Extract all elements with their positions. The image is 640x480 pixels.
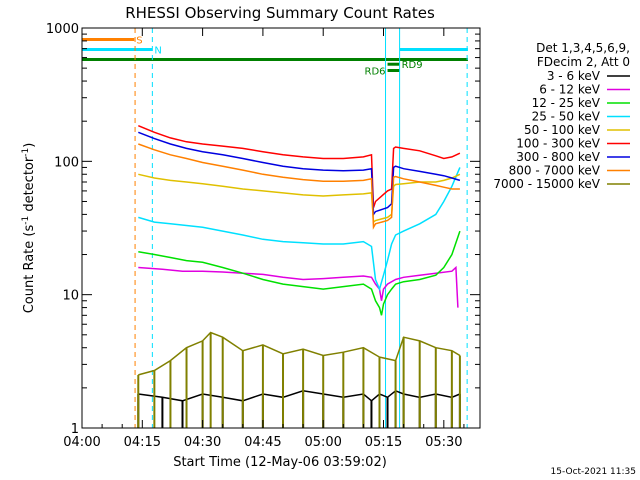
- legend-header-line2: FDecim 2, Att 0: [537, 55, 630, 69]
- legend-label-3: 25 - 50 keV: [532, 110, 601, 124]
- series-line-3: [138, 167, 461, 292]
- legend-label-2: 12 - 25 keV: [532, 96, 601, 110]
- y-axis-label-main: Count Rate (s: [22, 225, 37, 314]
- series-line-5: [138, 125, 461, 208]
- series-group: [137, 125, 461, 428]
- x-tick-label-6: 05:30: [425, 435, 462, 450]
- chart-title: RHESSI Observing Summary Count Rates: [125, 4, 435, 22]
- series-line-7: [138, 143, 460, 230]
- series-line-2: [138, 230, 461, 316]
- state-bars: S N RD9 RD6: [82, 35, 468, 78]
- legend-label-4: 50 - 100 keV: [524, 123, 601, 137]
- state-bar-label-1: N: [154, 45, 161, 56]
- x-tick-label-2: 04:30: [184, 435, 221, 450]
- state-bar-label-0: S: [136, 35, 142, 46]
- y-tick-label-0: 1: [71, 422, 79, 437]
- series-line-8: [138, 331, 461, 376]
- y-tick-label-2: 100: [54, 155, 79, 170]
- legend: Det 1,3,4,5,6,9, FDecim 2, Att 0 3 - 6 k…: [493, 41, 630, 191]
- series-line-1: [138, 265, 459, 308]
- x-tick-label-1: 04:15: [124, 435, 161, 450]
- y-axis-label-mid: detector: [22, 156, 37, 216]
- state-vlines: [134, 28, 468, 428]
- legend-label-5: 100 - 300 keV: [516, 137, 600, 151]
- legend-label-6: 300 - 800 keV: [516, 150, 600, 164]
- x-tick-label-4: 05:00: [304, 435, 341, 450]
- x-tick-label-5: 05:15: [365, 435, 402, 450]
- plot-frame: [81, 27, 481, 429]
- y-axis: 1 10 100 1000: [46, 22, 480, 437]
- legend-label-7: 800 - 7000 keV: [509, 164, 601, 178]
- series-line-6: [138, 131, 461, 217]
- legend-header-line1: Det 1,3,4,5,6,9,: [536, 41, 630, 55]
- y-axis-label: Count Rate (s-1 detector-1): [21, 143, 37, 314]
- legend-label-8: 7000 - 15000 keV: [493, 177, 600, 191]
- series-line-4: [138, 173, 461, 224]
- state-bar-label-5: RD6: [365, 67, 386, 78]
- legend-label-1: 6 - 12 keV: [539, 83, 601, 97]
- x-axis: 04:00 04:15 04:30 04:45 05:00 05:15 05:30: [63, 28, 465, 450]
- y-axis-label-sup2: -1: [21, 148, 31, 157]
- state-bar-label-4: RD9: [402, 60, 423, 71]
- x-tick-label-3: 04:45: [244, 435, 281, 450]
- legend-label-0: 3 - 6 keV: [547, 69, 601, 83]
- footer-timestamp: 15-Oct-2021 11:35: [551, 467, 636, 477]
- x-tick-label-0: 04:00: [63, 435, 100, 450]
- x-axis-label: Start Time (12-May-06 03:59:02): [173, 455, 387, 470]
- y-tick-label-3: 1000: [46, 22, 79, 37]
- y-axis-label-sup1: -1: [21, 216, 31, 225]
- y-tick-label-1: 10: [62, 289, 79, 304]
- y-axis-label-end: ): [22, 143, 37, 148]
